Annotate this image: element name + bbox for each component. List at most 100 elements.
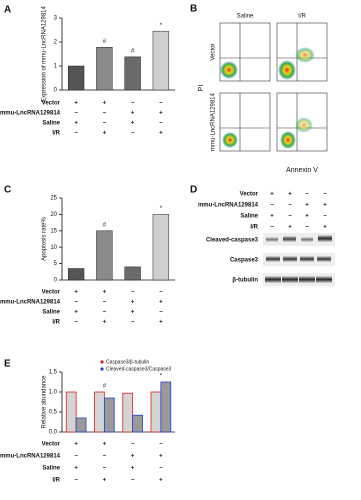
condition-sign: − bbox=[74, 454, 78, 460]
condition-sign: − bbox=[270, 225, 274, 231]
condition-sign: − bbox=[103, 111, 107, 117]
condition-sign: − bbox=[270, 203, 274, 209]
y-tick-label: 2 bbox=[54, 40, 58, 46]
condition-sign: − bbox=[103, 300, 107, 306]
bar bbox=[152, 30, 170, 91]
bar bbox=[96, 47, 113, 91]
bar bbox=[67, 65, 85, 91]
legend-label: Caspase3/β-tubulin bbox=[106, 359, 149, 365]
bar bbox=[124, 56, 141, 91]
panel-letter: B bbox=[190, 4, 197, 15]
bar bbox=[160, 381, 172, 433]
condition-sign: + bbox=[270, 192, 274, 198]
condition-sign: + bbox=[103, 320, 107, 326]
significance-mark: * bbox=[160, 374, 163, 380]
row-label: Vector bbox=[211, 43, 217, 60]
condition-label: Saline bbox=[42, 466, 60, 472]
condition-sign: − bbox=[288, 203, 292, 209]
condition-sign: − bbox=[131, 101, 135, 107]
condition-sign: − bbox=[305, 225, 309, 231]
condition-sign: + bbox=[103, 478, 107, 484]
flow-plot bbox=[219, 22, 328, 152]
condition-sign: + bbox=[74, 290, 78, 296]
condition-label: Saline bbox=[42, 310, 60, 316]
condition-sign: + bbox=[323, 203, 327, 209]
flow-panel: B Saline I/R Vector mmu-LncRNA129814 PI … bbox=[190, 4, 328, 174]
y-tick-label: 0.5 bbox=[49, 410, 58, 416]
y-tick-label: 1 bbox=[54, 64, 58, 70]
y-tick-label: 25 bbox=[50, 196, 57, 202]
significance-mark: # bbox=[103, 384, 107, 390]
condition-sign: + bbox=[159, 320, 163, 326]
y-tick-label: 5 bbox=[54, 261, 58, 267]
condition-label: Vector bbox=[42, 290, 61, 296]
condition-sign: + bbox=[103, 442, 107, 448]
blot-panel: D bbox=[190, 185, 335, 286]
condition-sign: + bbox=[270, 214, 274, 220]
blot-strips bbox=[263, 233, 335, 286]
legend-marker bbox=[100, 360, 104, 364]
condition-sign: + bbox=[103, 101, 107, 107]
band-label: β-tubulin bbox=[232, 278, 258, 284]
condition-sign: + bbox=[74, 310, 78, 316]
condition-sign: + bbox=[305, 214, 309, 220]
condition-sign: + bbox=[74, 121, 78, 127]
condition-label: Vector bbox=[42, 101, 61, 107]
bar bbox=[132, 414, 143, 433]
condition-label: I/R bbox=[250, 225, 258, 231]
condition-sign: − bbox=[159, 442, 163, 448]
panel-letter: D bbox=[190, 185, 197, 196]
condition-sign: − bbox=[323, 192, 327, 198]
bar bbox=[67, 268, 85, 281]
significance-mark: # bbox=[103, 222, 107, 228]
condition-sign: + bbox=[103, 131, 107, 137]
y-axis-title: Relative abundance bbox=[42, 375, 48, 429]
legend-marker bbox=[100, 367, 104, 371]
condition-sign: − bbox=[103, 454, 107, 460]
condition-sign: + bbox=[159, 454, 163, 460]
y-tick-label: 10 bbox=[50, 245, 57, 251]
condition-sign: − bbox=[74, 320, 78, 326]
band-label: Caspase3 bbox=[230, 258, 259, 264]
bar bbox=[65, 391, 77, 433]
condition-sign: − bbox=[323, 214, 327, 220]
condition-label: mmu-LncRNA129814 bbox=[0, 300, 61, 306]
condition-sign: − bbox=[103, 121, 107, 127]
condition-sign: + bbox=[131, 466, 135, 472]
condition-sign: + bbox=[131, 310, 135, 316]
condition-sign: + bbox=[159, 111, 163, 117]
condition-sign: − bbox=[131, 478, 135, 484]
condition-sign: − bbox=[288, 214, 292, 220]
condition-sign: + bbox=[74, 466, 78, 472]
y-axis-title: PI bbox=[198, 85, 205, 92]
y-tick-label: 0 bbox=[54, 88, 58, 94]
condition-sign: − bbox=[131, 290, 135, 296]
condition-label: Vector bbox=[240, 192, 259, 198]
y-tick-label: 1.0 bbox=[49, 390, 58, 396]
condition-label: Vector bbox=[42, 442, 61, 448]
bar bbox=[124, 266, 141, 281]
y-axis-title: Expression of mmu-LncRNA129814 bbox=[42, 5, 48, 101]
condition-sign: + bbox=[103, 290, 107, 296]
y-tick-label: 20 bbox=[50, 212, 57, 218]
condition-sign: − bbox=[74, 300, 78, 306]
condition-sign: + bbox=[131, 111, 135, 117]
y-tick-label: 0.0 bbox=[49, 430, 58, 436]
condition-label: mmu-LncRNA129814 bbox=[198, 203, 259, 209]
condition-sign: + bbox=[305, 203, 309, 209]
condition-label: I/R bbox=[52, 320, 60, 326]
bar bbox=[75, 417, 87, 433]
band-label: Cleaved-caspase3 bbox=[206, 238, 259, 244]
significance-mark: * bbox=[160, 206, 163, 212]
condition-sign: + bbox=[74, 442, 78, 448]
condition-sign: + bbox=[131, 300, 135, 306]
condition-sign: + bbox=[131, 454, 135, 460]
condition-sign: − bbox=[131, 131, 135, 137]
condition-sign: − bbox=[159, 466, 163, 472]
condition-sign: + bbox=[159, 478, 163, 484]
y-tick-label: 3 bbox=[54, 16, 58, 22]
condition-sign: − bbox=[103, 466, 107, 472]
panel-letter: E bbox=[4, 359, 11, 370]
panel-letter: A bbox=[4, 5, 11, 16]
condition-sign: + bbox=[74, 101, 78, 107]
